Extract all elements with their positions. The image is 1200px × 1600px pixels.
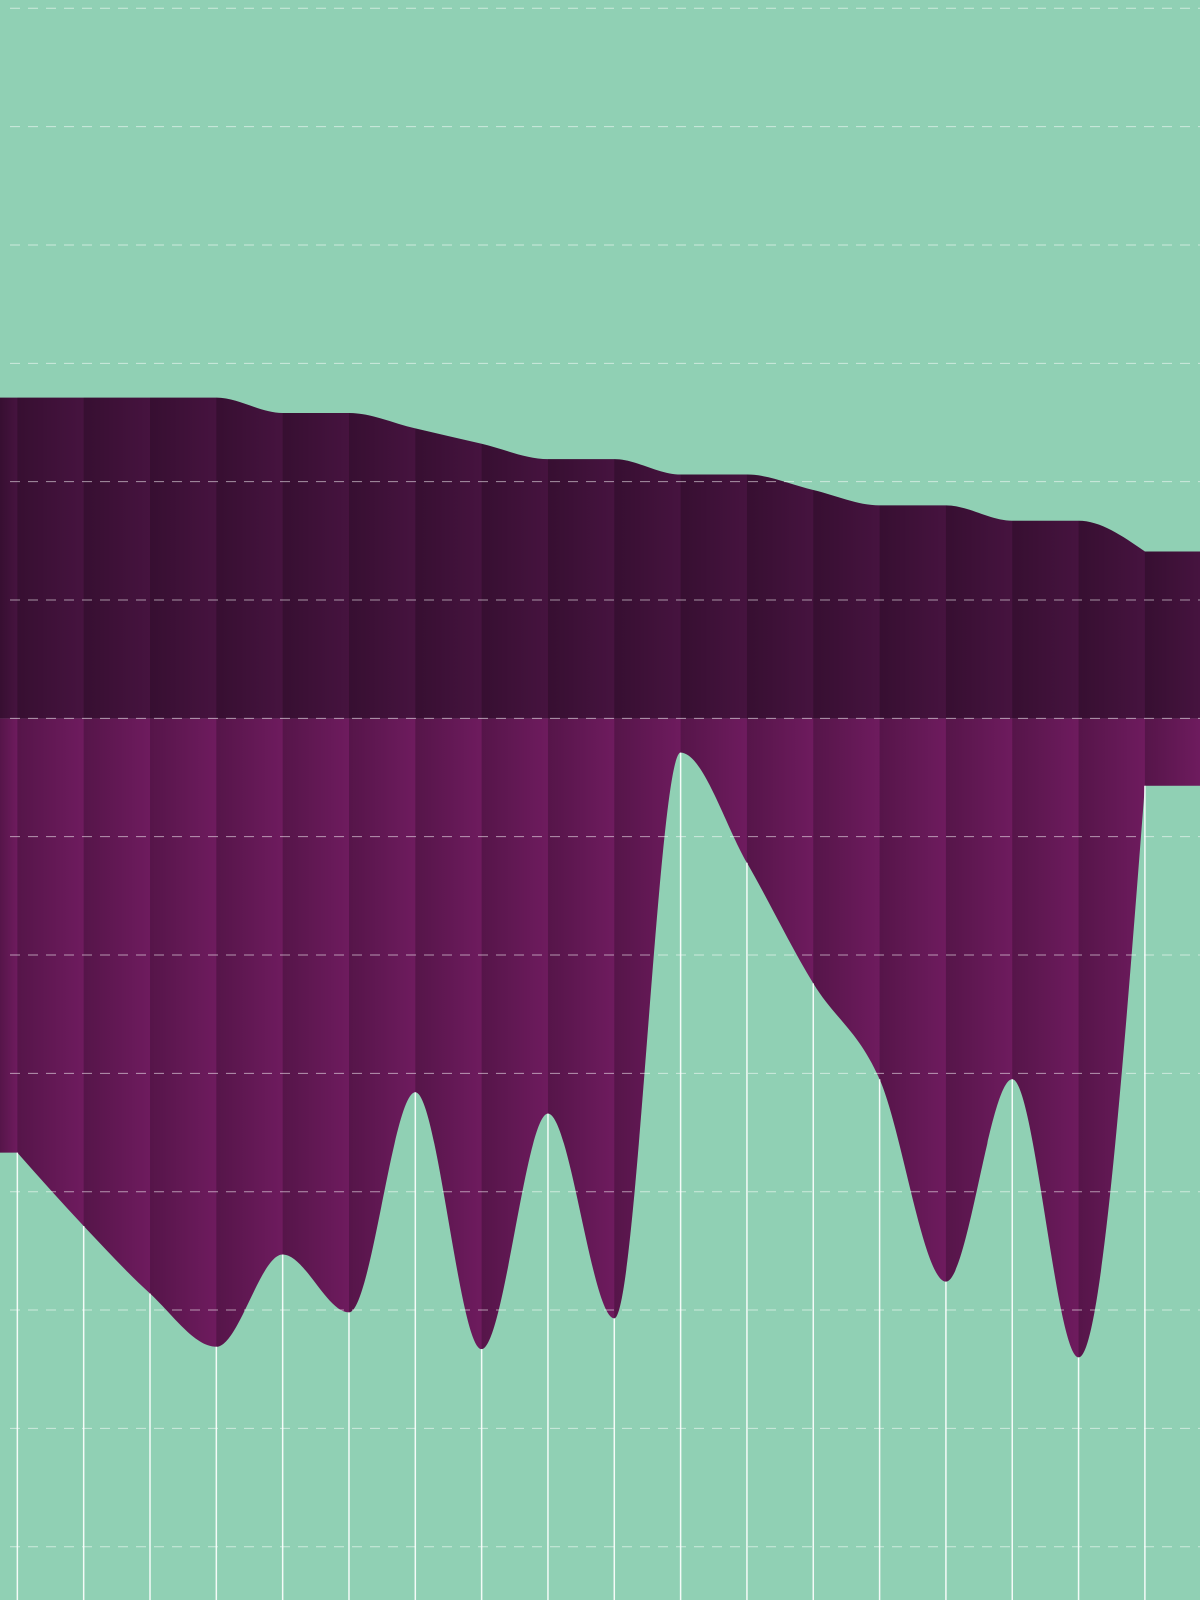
column-shade	[0, 397, 18, 1358]
column-shade	[150, 397, 217, 1358]
column-shade	[282, 397, 349, 1358]
column-shade	[216, 397, 283, 1358]
column-shade	[83, 397, 150, 1358]
